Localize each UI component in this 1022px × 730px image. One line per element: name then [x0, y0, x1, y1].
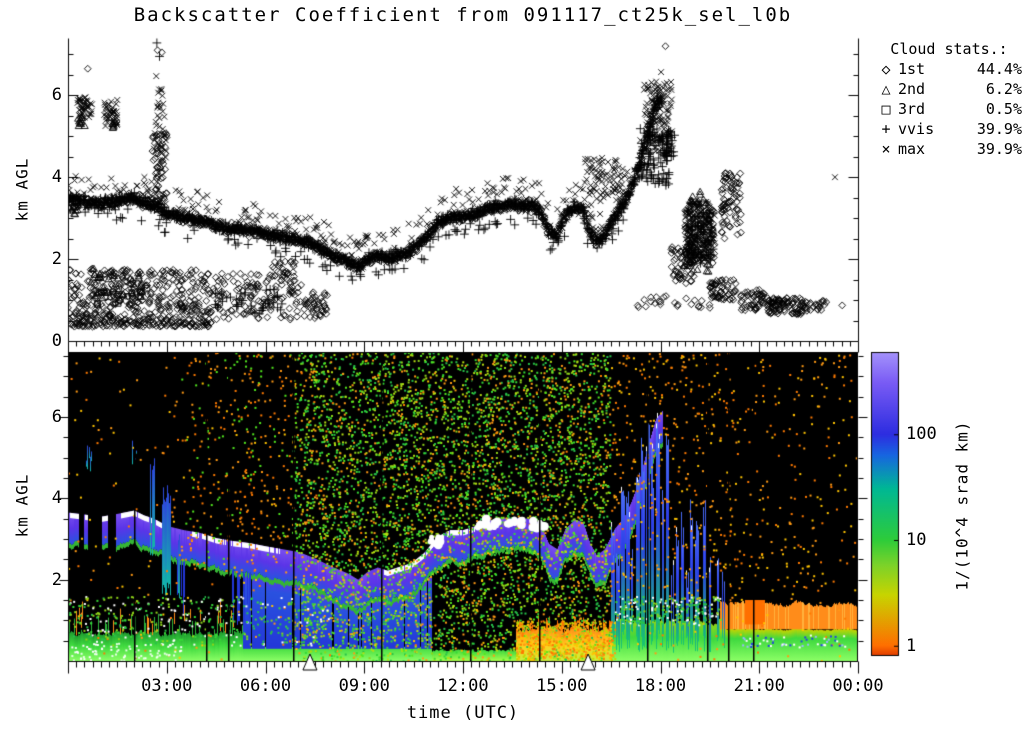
y-tick-bottom-4: 4	[51, 488, 62, 509]
plus-marker-icon: +	[881, 120, 891, 138]
colorbar-unit-label: 1/(10^4 srad km)	[952, 420, 972, 591]
x-tick-21-00: 21:00	[733, 676, 785, 696]
y-tick-top-2: 2	[51, 249, 62, 270]
legend-entry-vvis: + vvis 39.9%	[876, 119, 1022, 139]
x-tick-03-00: 03:00	[141, 676, 193, 696]
x-tick-18-00: 18:00	[634, 676, 687, 696]
y-tick-top-4: 4	[51, 167, 62, 188]
legend-value: 0.5%	[985, 100, 1022, 118]
x-tick-15-00: 15:00	[536, 676, 588, 696]
x-tick-09-00: 09:00	[338, 676, 390, 696]
x-tick-06-00: 06:00	[239, 676, 292, 696]
x-tick-00-00: 00:00	[832, 676, 884, 696]
legend-title: Cloud stats.:	[890, 40, 1008, 58]
y-tick-bottom-2: 2	[51, 569, 62, 590]
triangle-marker-icon: △	[881, 80, 891, 98]
square-marker-icon: □	[881, 100, 891, 118]
legend-label: max	[898, 140, 926, 158]
legend-label: vvis	[898, 120, 935, 138]
colorbar-tick-100: 100	[906, 424, 937, 445]
legend-label: 1st	[898, 60, 926, 78]
legend-label: 3rd	[898, 100, 926, 118]
y-tick-top-6: 6	[51, 85, 62, 106]
cloud-stats-legend: Cloud stats.: ◇ 1st 44.4% △ 2nd 6.2% □ 3rd 0.5% +…	[876, 40, 1022, 159]
legend-label: 2nd	[898, 80, 926, 98]
y-tick-bottom-6: 6	[51, 407, 62, 428]
x-axis-label: time (UTC)	[406, 703, 520, 723]
legend-entry-max: × max 39.9%	[876, 139, 1022, 159]
legend-value: 44.4%	[976, 60, 1022, 78]
x-tick-12-00: 12:00	[437, 676, 489, 696]
chart-title: Backscatter Coefficient from 091117_ct25…	[133, 4, 793, 26]
colorbar-tick-1: 1	[906, 635, 917, 656]
legend-entry-2nd: △ 2nd 6.2%	[876, 79, 1022, 99]
x-marker-icon: ×	[881, 140, 891, 158]
legend-entry-3rd: □ 3rd 0.5%	[876, 99, 1022, 119]
legend-value: 6.2%	[985, 80, 1022, 98]
legend-value: 39.9%	[976, 120, 1022, 138]
y-tick-top-0: 0	[51, 331, 62, 351]
legend-entry-1st: ◇ 1st 44.4%	[876, 59, 1022, 79]
diamond-marker-icon: ◇	[881, 60, 891, 78]
y-axis-label-top: km AGL	[12, 157, 32, 222]
legend-value: 39.9%	[976, 140, 1022, 158]
colorbar-tick-10: 10	[906, 530, 927, 551]
